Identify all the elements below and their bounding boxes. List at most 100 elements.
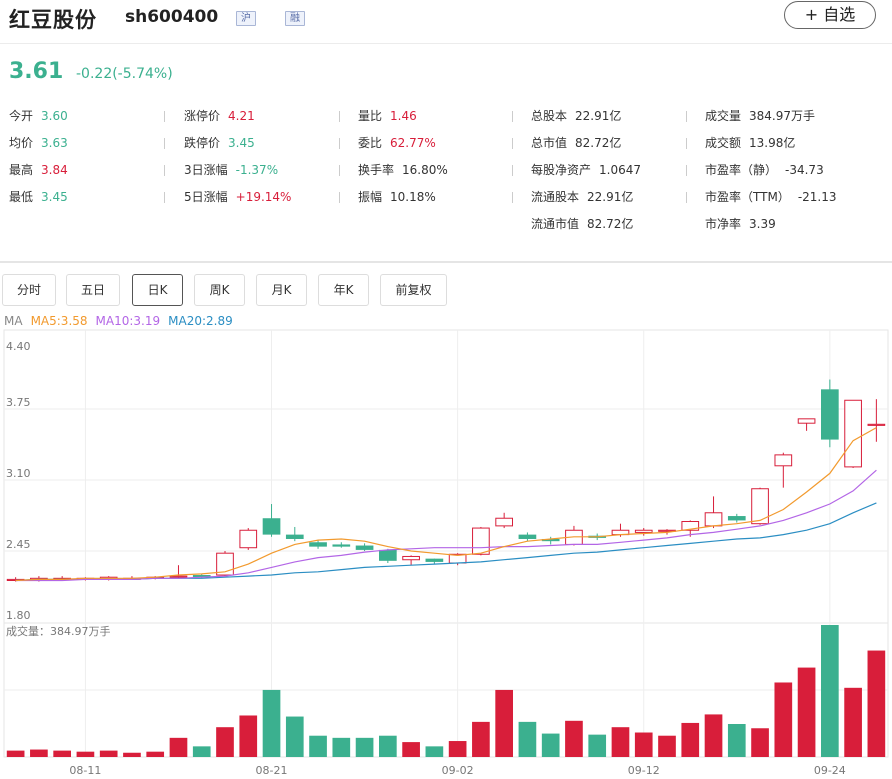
- volume-bar: [681, 722, 700, 757]
- stat-item: 成交量 384.97万手: [705, 107, 815, 125]
- candle-body: [379, 549, 397, 561]
- volume-bar: [355, 737, 374, 757]
- stock-name: 红豆股份: [9, 8, 97, 32]
- candle-body: [704, 512, 723, 527]
- candle-body: [727, 516, 746, 521]
- volume-bar: [169, 737, 188, 757]
- stat-label: 市净率: [705, 217, 742, 231]
- volume-bar: [309, 735, 327, 757]
- stat-value: 82.72亿: [587, 217, 634, 231]
- stat-label: 总股本: [531, 109, 568, 123]
- volume-bar: [774, 682, 793, 757]
- tab-3[interactable]: 周K: [194, 274, 245, 306]
- stat-separator: [686, 138, 687, 149]
- stat-value: 82.72亿: [575, 136, 622, 150]
- volume-bar: [379, 735, 397, 757]
- ma-legend: MA MA5:3.58 MA10:3.19 MA20:2.89: [4, 314, 241, 328]
- stat-separator: [339, 111, 340, 122]
- tab-4[interactable]: 月K: [256, 274, 307, 306]
- ma10-line: [15, 469, 877, 582]
- volume-bar: [658, 735, 676, 757]
- volume-bar: [448, 741, 467, 757]
- stat-separator: [686, 111, 687, 122]
- stat-value: 22.91亿: [575, 109, 622, 123]
- stat-value: 1.46: [390, 109, 417, 123]
- volume-bar: [146, 751, 165, 757]
- stat-item: 跌停价 3.45: [184, 134, 255, 152]
- stat-label: 市盈率（TTM）: [705, 190, 790, 204]
- stat-label: 涨停价: [184, 109, 221, 123]
- stat-separator: [164, 111, 165, 122]
- stat-item: 振幅 10.18%: [358, 188, 436, 206]
- stat-label: 振幅: [358, 190, 383, 204]
- stat-label: 换手率: [358, 163, 395, 177]
- ma5-line: [15, 427, 877, 582]
- candle-body: [472, 527, 490, 555]
- volume-bar: [6, 750, 25, 757]
- tab-5[interactable]: 年K: [318, 274, 369, 306]
- candle-body: [495, 517, 513, 527]
- stat-label: 总市值: [531, 136, 568, 150]
- tab-1[interactable]: 五日: [66, 274, 120, 306]
- candle-body: [681, 521, 700, 531]
- stat-item: 换手率 16.80%: [358, 161, 448, 179]
- stat-label: 委比: [358, 136, 383, 150]
- tab-2[interactable]: 日K: [132, 274, 183, 306]
- stat-value: 22.91亿: [587, 190, 634, 204]
- ma20-value: MA20:2.89: [168, 314, 233, 328]
- stat-separator: [339, 192, 340, 203]
- volume-bar: [76, 751, 95, 757]
- stat-item: 均价 3.63: [9, 134, 68, 152]
- stat-label: 流通市值: [531, 217, 580, 231]
- stat-item: 市盈率（静） -34.73: [705, 161, 824, 179]
- stat-item: 最低 3.45: [9, 188, 68, 206]
- candle-body: [821, 389, 839, 440]
- volume-label: 成交量：384.97万手: [6, 624, 111, 638]
- candle-body: [844, 399, 862, 468]
- y-tick-label: 3.75: [6, 396, 31, 409]
- stat-value: 3.45: [228, 136, 255, 150]
- stat-item: 量比 1.46: [358, 107, 417, 125]
- tab-0[interactable]: 分时: [2, 274, 56, 306]
- stat-label: 均价: [9, 136, 34, 150]
- stat-separator: [512, 192, 513, 203]
- stat-item: 市盈率（TTM） -21.13: [705, 188, 837, 206]
- stat-label: 跌停价: [184, 136, 221, 150]
- stat-item: 总股本 22.91亿: [531, 107, 621, 125]
- stat-label: 流通股本: [531, 190, 580, 204]
- add-to-watchlist-button[interactable]: + 自选: [784, 1, 876, 29]
- tab-6[interactable]: 前复权: [380, 274, 447, 306]
- ma10-value: MA10:3.19: [95, 314, 161, 328]
- candle-body: [518, 534, 537, 539]
- volume-bar: [285, 716, 304, 757]
- x-tick-label: 08-11: [69, 764, 101, 777]
- volume-bar: [495, 689, 513, 757]
- volume-bar: [727, 724, 746, 757]
- stat-item: 成交额 13.98亿: [705, 134, 795, 152]
- stat-label: 量比: [358, 109, 383, 123]
- stat-item: 流通股本 22.91亿: [531, 188, 633, 206]
- volume-bar: [844, 687, 862, 757]
- volume-bar: [216, 727, 234, 757]
- stat-separator: [164, 192, 165, 203]
- stat-value: +19.14%: [235, 190, 292, 204]
- x-tick-label: 08-21: [256, 764, 288, 777]
- candle-body: [751, 488, 769, 525]
- stat-value: -1.37%: [235, 163, 279, 177]
- stat-item: 市净率 3.39: [705, 215, 776, 233]
- candle-body: [774, 454, 793, 467]
- stat-separator: [686, 192, 687, 203]
- stat-item: 涨停价 4.21: [184, 107, 255, 125]
- x-tick-label: 09-12: [628, 764, 660, 777]
- stat-separator: [686, 165, 687, 176]
- candle-body: [425, 558, 444, 562]
- candle-body: [285, 534, 304, 539]
- stat-item: 每股净资产 1.0647: [531, 161, 641, 179]
- stat-value: 3.60: [41, 109, 68, 123]
- stat-item: 委比 62.77%: [358, 134, 436, 152]
- stat-separator: [512, 111, 513, 122]
- stat-value: 3.39: [749, 217, 776, 231]
- price-change: -0.22(-5.74%): [76, 66, 173, 82]
- x-tick-label: 09-24: [814, 764, 846, 777]
